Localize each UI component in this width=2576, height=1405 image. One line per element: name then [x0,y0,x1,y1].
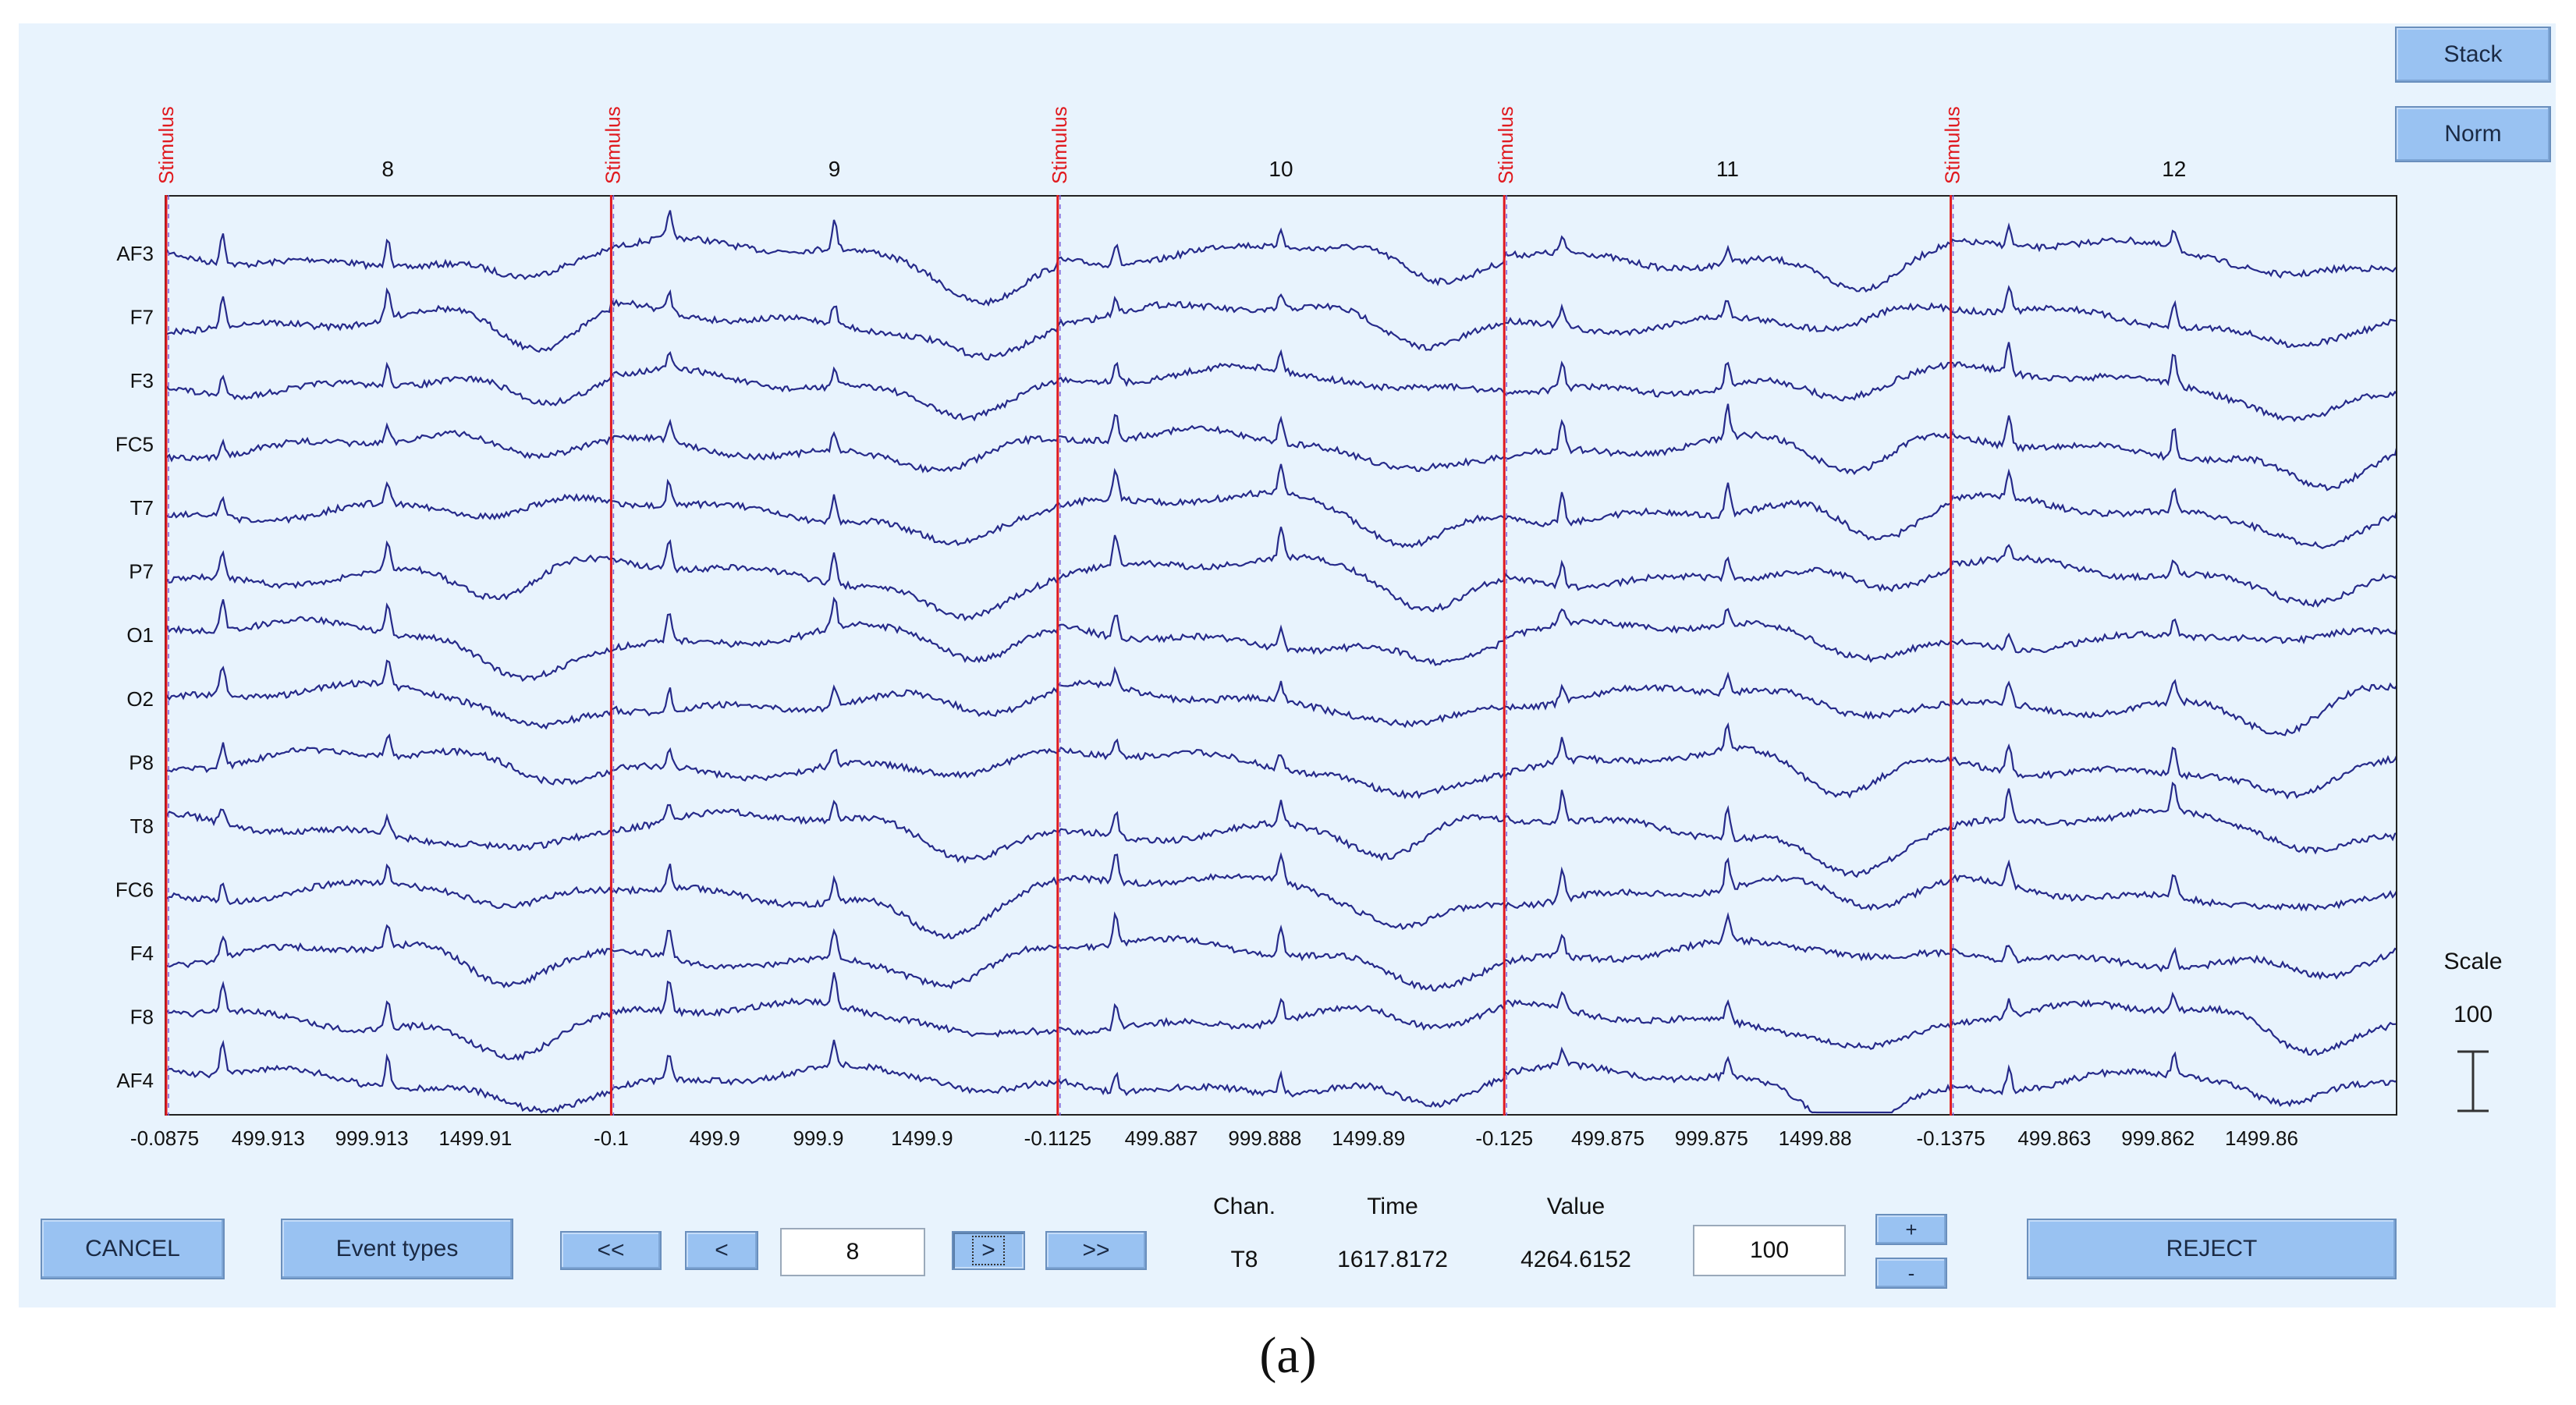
chan-value: T8 [1230,1247,1258,1272]
decrease-button[interactable]: - [1875,1258,1947,1289]
scale-bar-icon [2457,1050,2489,1112]
channel-label-F8: F8 [130,1005,154,1028]
channel-label-F3: F3 [130,369,154,392]
tick-label-12-1: 499.863 [2017,1126,2091,1150]
first-label: << [597,1237,625,1263]
eeg-trace-F4 [165,911,2397,992]
tick-label-9-3: 1499.9 [891,1126,953,1150]
tick-label-12-0: -0.1375 [1917,1126,1985,1150]
event-types-button[interactable]: Event types [281,1219,513,1279]
channel-label-O2: O2 [126,687,154,711]
eeg-traces [165,210,2397,1114]
increase-button[interactable]: + [1875,1214,1947,1245]
next-epoch-button[interactable]: > [952,1231,1025,1270]
eeg-trace-FC5 [165,403,2397,491]
tick-label-9-1: 499.9 [690,1126,740,1150]
epoch-number-12: 12 [2162,157,2186,181]
channel-label-FC6: FC6 [115,878,154,901]
epoch-input[interactable] [780,1228,925,1276]
stimulus-label-11: Stimulus [1494,106,1517,184]
tick-label-12-3: 1499.86 [2225,1126,2298,1150]
eeg-trace-T8 [165,781,2397,878]
tick-label-8-2: 999.913 [335,1126,409,1150]
tick-label-8-0: -0.0875 [130,1126,199,1150]
stack-button[interactable]: Stack [2395,27,2551,83]
norm-button[interactable]: Norm [2395,106,2551,162]
eeg-trace-P8 [165,722,2397,800]
tick-label-9-0: -0.1 [594,1126,629,1150]
prev-epoch-button[interactable]: < [685,1231,758,1270]
eeg-trace-P7 [165,527,2397,622]
eeg-trace-FC6 [165,851,2397,940]
tick-label-10-3: 1499.89 [1332,1126,1405,1150]
channel-label-FC5: FC5 [115,433,154,456]
minus-label: - [1907,1261,1915,1285]
time-value: 1617.8172 [1337,1247,1448,1272]
last-label: >> [1082,1237,1110,1263]
cancel-label: CANCEL [85,1236,180,1261]
time-label: Time [1367,1194,1418,1219]
event-types-label: Event types [335,1236,459,1261]
next-label: > [972,1236,1005,1265]
channel-label-O1: O1 [126,623,154,647]
cancel-button[interactable]: CANCEL [41,1219,225,1279]
scale-label: Scale [2443,949,2503,974]
stimulus-label-12: Stimulus [1941,106,1964,184]
eeg-trace-F7 [165,285,2397,360]
epoch-number-9: 9 [829,157,841,181]
norm-label: Norm [2444,121,2502,147]
reject-label: REJECT [2166,1236,2258,1261]
eeg-trace-AF3 [165,210,2397,307]
channel-label-P8: P8 [129,750,154,774]
tick-label-10-0: -0.1125 [1024,1126,1091,1150]
channel-label-T7: T7 [130,496,154,520]
eeg-trace-F8 [165,972,2397,1062]
eeg-trace-O2 [165,659,2397,736]
first-epoch-button[interactable]: << [560,1231,662,1270]
eeg-trace-AF4 [165,1039,2397,1114]
channel-label-T8: T8 [130,814,154,838]
channel-label-AF3: AF3 [116,242,154,265]
value-input[interactable] [1693,1225,1846,1276]
stack-label: Stack [2443,41,2503,67]
tick-label-11-0: -0.125 [1475,1126,1533,1150]
tick-label-8-3: 1499.91 [438,1126,512,1150]
tick-label-11-1: 499.875 [1571,1126,1645,1150]
eeg-trace-F3 [165,342,2397,423]
epoch-number-8: 8 [381,157,394,181]
eeg-plot[interactable] [165,195,2397,1178]
tick-label-8-1: 499.913 [232,1126,305,1150]
chan-label: Chan. [1212,1194,1276,1219]
reject-button[interactable]: REJECT [2027,1219,2397,1279]
tick-label-11-2: 999.875 [1675,1126,1748,1150]
tick-label-9-2: 999.9 [793,1126,843,1150]
figure-caption: (a) [1259,1327,1317,1384]
epoch-number-11: 11 [1716,157,1739,181]
channel-label-F7: F7 [130,306,154,329]
tick-label-10-2: 999.888 [1228,1126,1301,1150]
epoch-number-10: 10 [1268,157,1293,181]
channel-label-F4: F4 [130,942,154,965]
value-value: 4264.6152 [1520,1247,1631,1272]
channel-label-AF4: AF4 [116,1069,154,1092]
stimulus-label-10: Stimulus [1048,106,1071,184]
plus-label: + [1905,1217,1918,1241]
tick-label-10-1: 499.887 [1125,1126,1198,1150]
stimulus-label-9: Stimulus [601,106,624,184]
eeg-trace-T7 [165,463,2397,549]
tick-label-12-2: 999.862 [2121,1126,2195,1150]
prev-label: < [715,1237,729,1263]
stimulus-label-8: Stimulus [154,106,178,184]
value-label: Value [1546,1194,1606,1219]
scale-value: 100 [2453,1002,2493,1027]
tick-label-11-3: 1499.88 [1779,1126,1852,1150]
last-epoch-button[interactable]: >> [1045,1231,1147,1270]
channel-label-P7: P7 [129,560,154,584]
eeg-trace-O1 [165,596,2397,683]
eeg-scroll-panel [19,23,2556,1307]
